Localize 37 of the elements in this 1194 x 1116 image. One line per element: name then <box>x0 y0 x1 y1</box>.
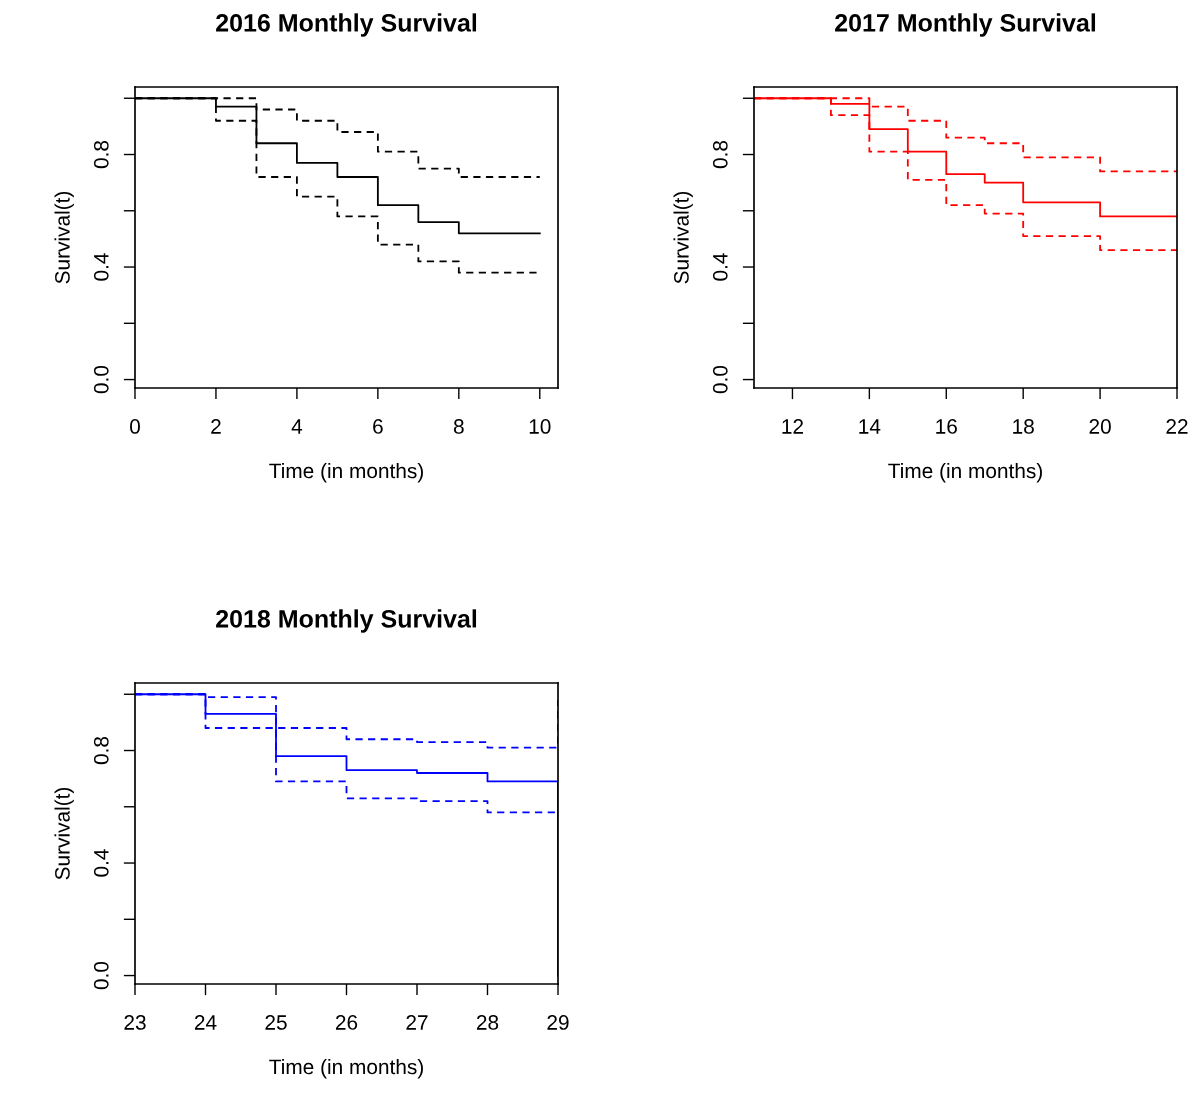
x-axis-title: Time (in months) <box>269 1058 423 1079</box>
x-tick-label: 27 <box>406 1015 428 1030</box>
y-axis-title: Survival(t) <box>54 191 74 284</box>
chart-title: 2017 Monthly Survival <box>835 13 1096 37</box>
x-tick-label: 12 <box>782 419 803 434</box>
y-tick-label: 0.0 <box>93 961 109 990</box>
x-tick-label: 14 <box>859 419 881 434</box>
x-tick-label: 25 <box>265 1015 287 1030</box>
chart-title: 2016 Monthly Survival <box>216 13 477 37</box>
x-tick-label: 18 <box>1013 419 1034 434</box>
y-axis-title: Survival(t) <box>673 191 693 284</box>
x-tick-label: 29 <box>547 1015 569 1030</box>
x-tick-label: 16 <box>936 419 957 434</box>
y-tick-label: 0.0 <box>93 365 109 394</box>
x-tick-label: 6 <box>373 419 383 434</box>
y-axis-title: Survival(t) <box>54 787 74 880</box>
y-tick-label: 0.0 <box>712 365 728 394</box>
y-tick-label: 0.4 <box>93 253 109 281</box>
x-tick-label: 22 <box>1166 419 1188 434</box>
x-tick-label: 8 <box>453 419 464 434</box>
x-tick-label: 24 <box>194 1015 217 1030</box>
x-tick-label: 23 <box>124 1015 146 1030</box>
x-tick-label: 20 <box>1089 419 1111 434</box>
x-tick-label: 10 <box>529 419 551 434</box>
x-tick-label: 2 <box>211 419 221 434</box>
y-tick-label: 0.8 <box>93 736 109 765</box>
y-tick-label: 0.4 <box>712 253 728 281</box>
x-axis-title: Time (in months) <box>269 462 423 483</box>
y-tick-label: 0.8 <box>712 140 728 169</box>
chart-title: 2018 Monthly Survival <box>216 609 477 633</box>
x-tick-label: 4 <box>291 419 303 434</box>
x-tick-label: 26 <box>335 1015 358 1030</box>
x-tick-label: 0 <box>130 419 140 434</box>
y-tick-label: 0.4 <box>93 849 109 877</box>
x-tick-label: 28 <box>476 1015 499 1030</box>
x-axis-title: Time (in months) <box>888 462 1042 483</box>
y-tick-label: 0.8 <box>93 140 109 169</box>
